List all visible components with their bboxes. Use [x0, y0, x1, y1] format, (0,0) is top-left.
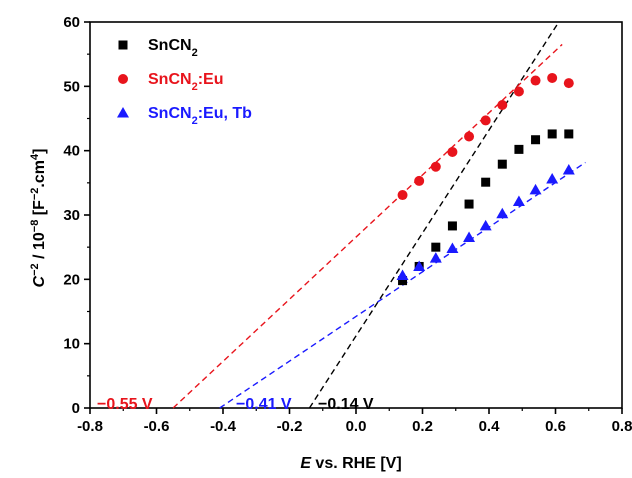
- data-point-series-1: [530, 75, 541, 86]
- y-tick-label: 20: [63, 271, 80, 288]
- legend-marker-series-1: [118, 74, 128, 84]
- data-point-series-0: [497, 159, 507, 169]
- legend-entry-series-2: SnCN2:Eu, Tb: [148, 105, 252, 127]
- data-point-series-2: [546, 172, 559, 184]
- x-tick-label: 0.0: [346, 418, 367, 435]
- x-tick-label: 0.2: [412, 418, 433, 435]
- data-point-series-1: [397, 190, 408, 201]
- x-tick-label: -0.8: [77, 418, 103, 435]
- legend-marker-series-0: [118, 40, 128, 50]
- data-point-series-2: [529, 183, 542, 195]
- data-point-series-1: [497, 99, 508, 110]
- x-axis-label: E vs. RHE [V]: [300, 455, 401, 472]
- data-point-series-1: [547, 72, 558, 83]
- data-point-series-0: [547, 129, 557, 139]
- x-axis-label-text: vs. RHE [V]: [311, 455, 402, 472]
- data-point-series-2: [496, 207, 509, 219]
- x-tick-label: 0.8: [612, 418, 632, 435]
- data-point-series-0: [447, 221, 457, 231]
- fit-lines: [172, 21, 586, 409]
- fit-line-series-1: [172, 43, 563, 409]
- data-point-series-1: [447, 146, 458, 157]
- data-point-series-2: [446, 242, 459, 253]
- legend-entry-series-0: SnCN2: [148, 37, 198, 59]
- data-point-series-2: [396, 269, 409, 280]
- data-point-series-2: [512, 195, 525, 206]
- data-point-series-1: [563, 78, 574, 89]
- data-point-series-0: [531, 135, 541, 145]
- data-point-series-1: [480, 115, 491, 126]
- intercept-label: −0.41 V: [236, 396, 292, 413]
- data-point-series-1: [464, 131, 475, 142]
- data-point-series-1: [513, 86, 524, 97]
- data-point-series-0: [464, 199, 474, 209]
- y-tick-label: 50: [63, 78, 80, 95]
- data-point-series-0: [398, 276, 408, 286]
- intercept-annotations: −0.55 V −0.41 V −0.14 V: [97, 396, 374, 413]
- data-point-series-2: [463, 231, 476, 243]
- x-tick-label: 0.4: [479, 418, 501, 435]
- x-tick-label: -0.6: [144, 418, 170, 435]
- legend-marker-series-2: [117, 107, 129, 118]
- data-points: [396, 72, 575, 286]
- data-point-series-0: [431, 242, 441, 252]
- x-tick-label: 0.6: [545, 418, 566, 435]
- data-point-series-0: [514, 144, 524, 154]
- data-point-series-2: [413, 260, 426, 271]
- y-tick-label: 0: [72, 400, 80, 417]
- data-point-series-2: [562, 163, 575, 175]
- intercept-label: −0.55 V: [97, 396, 153, 413]
- axes: -0.8 -0.6 -0.4 -0.2 0.0 0.2 0.4 0.6 0.8 0 10 20 30 40…: [63, 14, 632, 435]
- y-axis-label: C−2 / 10−8 [F−2.cm4]: [29, 149, 48, 288]
- y-tick-label: 60: [63, 14, 80, 31]
- data-point-series-0: [564, 129, 574, 139]
- data-point-series-0: [481, 177, 491, 187]
- y-tick-label: 10: [63, 336, 80, 353]
- x-tick-label: -0.4: [210, 418, 237, 435]
- data-point-series-1: [414, 175, 425, 186]
- fit-line-series-2: [219, 161, 586, 409]
- fit-line-series-0: [308, 21, 560, 409]
- data-point-series-1: [430, 161, 441, 172]
- legend-entry-series-1: SnCN2:Eu: [148, 71, 223, 93]
- x-tick-label: -0.2: [277, 418, 303, 435]
- intercept-label: −0.14 V: [318, 396, 374, 413]
- x-axis-label-symbol: E: [300, 455, 312, 472]
- y-tick-label: 30: [63, 207, 80, 224]
- legend: SnCN2 SnCN2:Eu SnCN2:Eu, Tb: [117, 37, 252, 127]
- data-point-series-2: [479, 219, 492, 231]
- data-point-series-2: [429, 252, 442, 263]
- y-tick-label: 40: [63, 143, 80, 160]
